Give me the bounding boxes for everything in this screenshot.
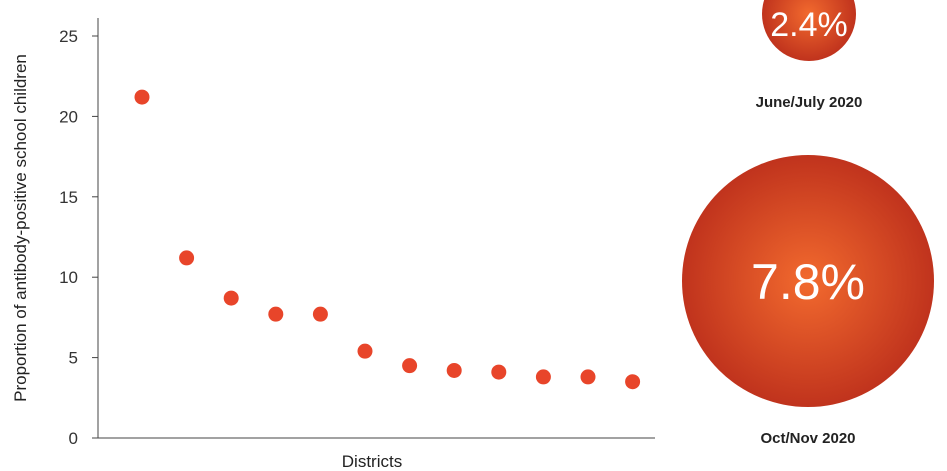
y-tick-label: 0 <box>69 429 78 448</box>
y-tick-label: 25 <box>59 27 78 46</box>
bubble-comparison: 2.4% June/July 2020 7.8% Oct/Nov 2020 <box>682 0 934 447</box>
data-point <box>223 290 239 306</box>
data-point <box>357 343 373 359</box>
bubble-june-july <box>762 0 856 61</box>
bubble-oct-nov <box>682 155 934 407</box>
bubble-june-july-value: 2.4% <box>770 6 848 44</box>
data-points <box>134 89 641 390</box>
scatter-plot: 0 5 10 15 20 25 Districts Proportion of antib… <box>11 18 655 471</box>
bubble-oct-nov-label: Oct/Nov 2020 <box>760 430 855 447</box>
data-point <box>268 306 284 322</box>
data-point <box>446 362 462 378</box>
bubble-june-july-label: June/July 2020 <box>756 94 863 111</box>
data-point <box>402 358 418 374</box>
data-point <box>312 306 328 322</box>
data-point <box>580 369 596 385</box>
data-point <box>134 89 150 105</box>
y-tick-label: 10 <box>59 268 78 287</box>
y-tick-label: 20 <box>59 107 78 126</box>
bubble-oct-nov-value: 7.8% <box>751 254 865 310</box>
y-axis-title: Proportion of antibody-positive school c… <box>11 54 30 402</box>
data-point <box>491 364 507 380</box>
data-point <box>625 374 641 390</box>
data-point <box>535 369 551 385</box>
y-axis-ticks: 0 5 10 15 20 25 <box>59 27 98 448</box>
x-axis-title: Districts <box>342 452 402 471</box>
y-tick-label: 15 <box>59 188 78 207</box>
y-tick-label: 5 <box>69 349 78 368</box>
data-point <box>179 250 195 266</box>
